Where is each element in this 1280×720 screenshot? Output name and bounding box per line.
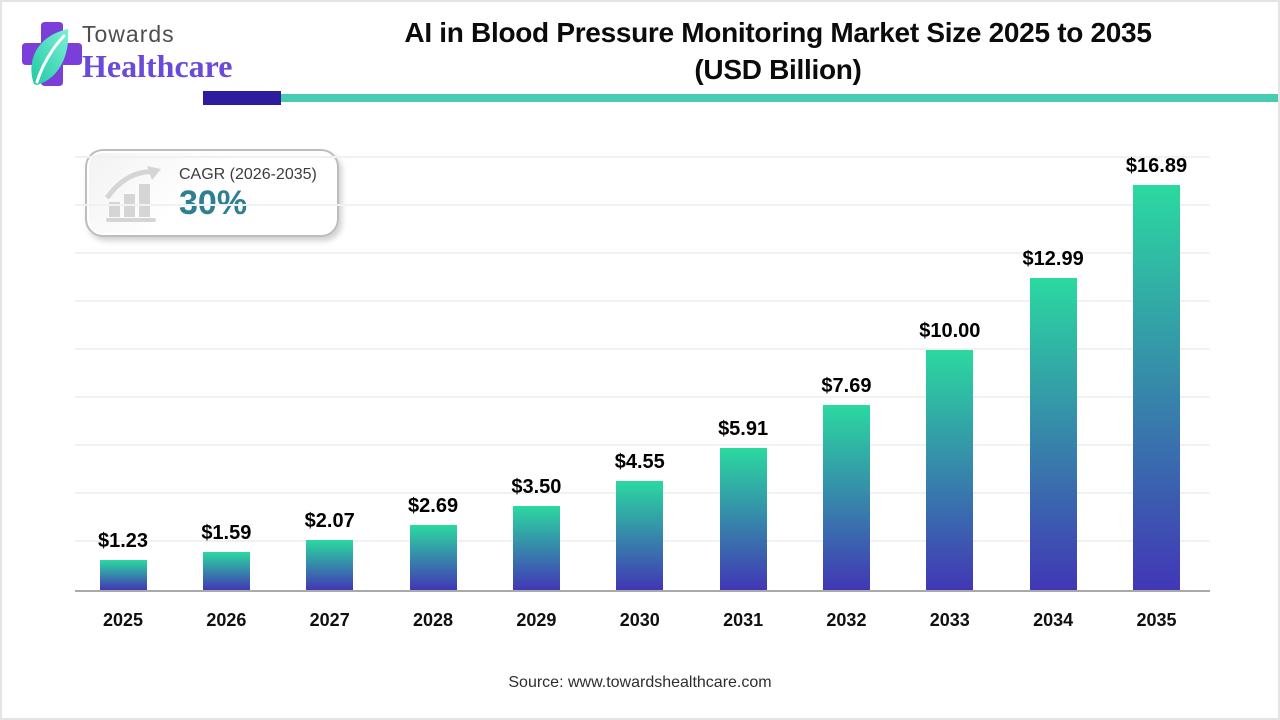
gridline (75, 156, 1210, 158)
gridline (75, 204, 1210, 206)
x-label-2028: 2028 (413, 610, 454, 630)
logo-healthcare-label: Healthcare (82, 48, 233, 84)
value-label-2035: $16.89 (1125, 154, 1188, 177)
bar-chart-plot-area: $1.23 2025 $1.59 2026 $2.07 2027 $2.69 2028 $3.5… (75, 148, 1210, 630)
value-label-2031: $5.91 (718, 418, 769, 441)
bar-2029 (512, 506, 560, 590)
bar-2031 (719, 448, 767, 590)
x-label-2025: 2025 (102, 610, 144, 630)
towards-healthcare-logo-text: Towards Healthcare (82, 22, 232, 84)
page-title: AI in Blood Pressure Monitoring Market S… (292, 14, 1264, 88)
value-label-2026: $1.59 (201, 521, 252, 544)
cagr-value: 30% (179, 184, 248, 222)
gridline (75, 348, 1210, 350)
bar-2025 (99, 560, 147, 590)
x-label-2030: 2030 (619, 610, 660, 630)
chart-title-line2: (USD Billion) (694, 54, 862, 85)
value-label-2027: $2.07 (304, 510, 355, 533)
cagr-text-block: CAGR (2026-2035) 30% (179, 165, 317, 221)
x-axis-line (75, 590, 1210, 592)
chart-title-line1: AI in Blood Pressure Monitoring Market S… (404, 17, 1152, 48)
header-underline-indigo (203, 91, 281, 105)
value-label-2028: $2.69 (408, 495, 459, 518)
bar-2032 (822, 405, 870, 590)
value-label-2034: $12.99 (1022, 248, 1084, 271)
gridline (75, 252, 1210, 254)
bar-2028 (409, 525, 457, 590)
x-label-2031: 2031 (723, 610, 764, 630)
cagr-label: CAGR (2026-2035) (179, 166, 317, 183)
x-label-2035: 2035 (1136, 610, 1177, 630)
gridline (75, 396, 1210, 398)
source-attribution: Source: www.towardshealthcare.com (508, 674, 772, 691)
x-label-2033: 2033 (929, 610, 970, 630)
towards-healthcare-logo-icon (22, 22, 82, 86)
x-label-2026: 2026 (206, 610, 247, 630)
header-underline-teal (281, 94, 1280, 102)
x-label-2029: 2029 (516, 610, 557, 630)
value-label-2029: $3.50 (511, 476, 562, 498)
gridline (75, 300, 1210, 302)
x-label-2032: 2032 (826, 610, 867, 630)
x-label-2027: 2027 (309, 610, 350, 630)
bar-2026 (202, 551, 250, 590)
value-label-2025: $1.23 (97, 530, 149, 553)
gridline (75, 444, 1210, 446)
cagr-badge: CAGR (2026-2035) 30% (85, 149, 339, 237)
value-label-2030: $4.55 (614, 450, 665, 473)
bar-2034 (1029, 278, 1077, 590)
bar-2030 (616, 480, 664, 590)
bar-2027 (306, 540, 354, 590)
x-label-2034: 2034 (1033, 610, 1074, 630)
logo-towards-label: Towards (82, 21, 175, 47)
value-label-2033: $10.00 (919, 320, 981, 342)
bar-2033 (926, 350, 974, 590)
value-label-2032: $7.69 (821, 375, 872, 398)
bar-2035 (1133, 184, 1180, 590)
